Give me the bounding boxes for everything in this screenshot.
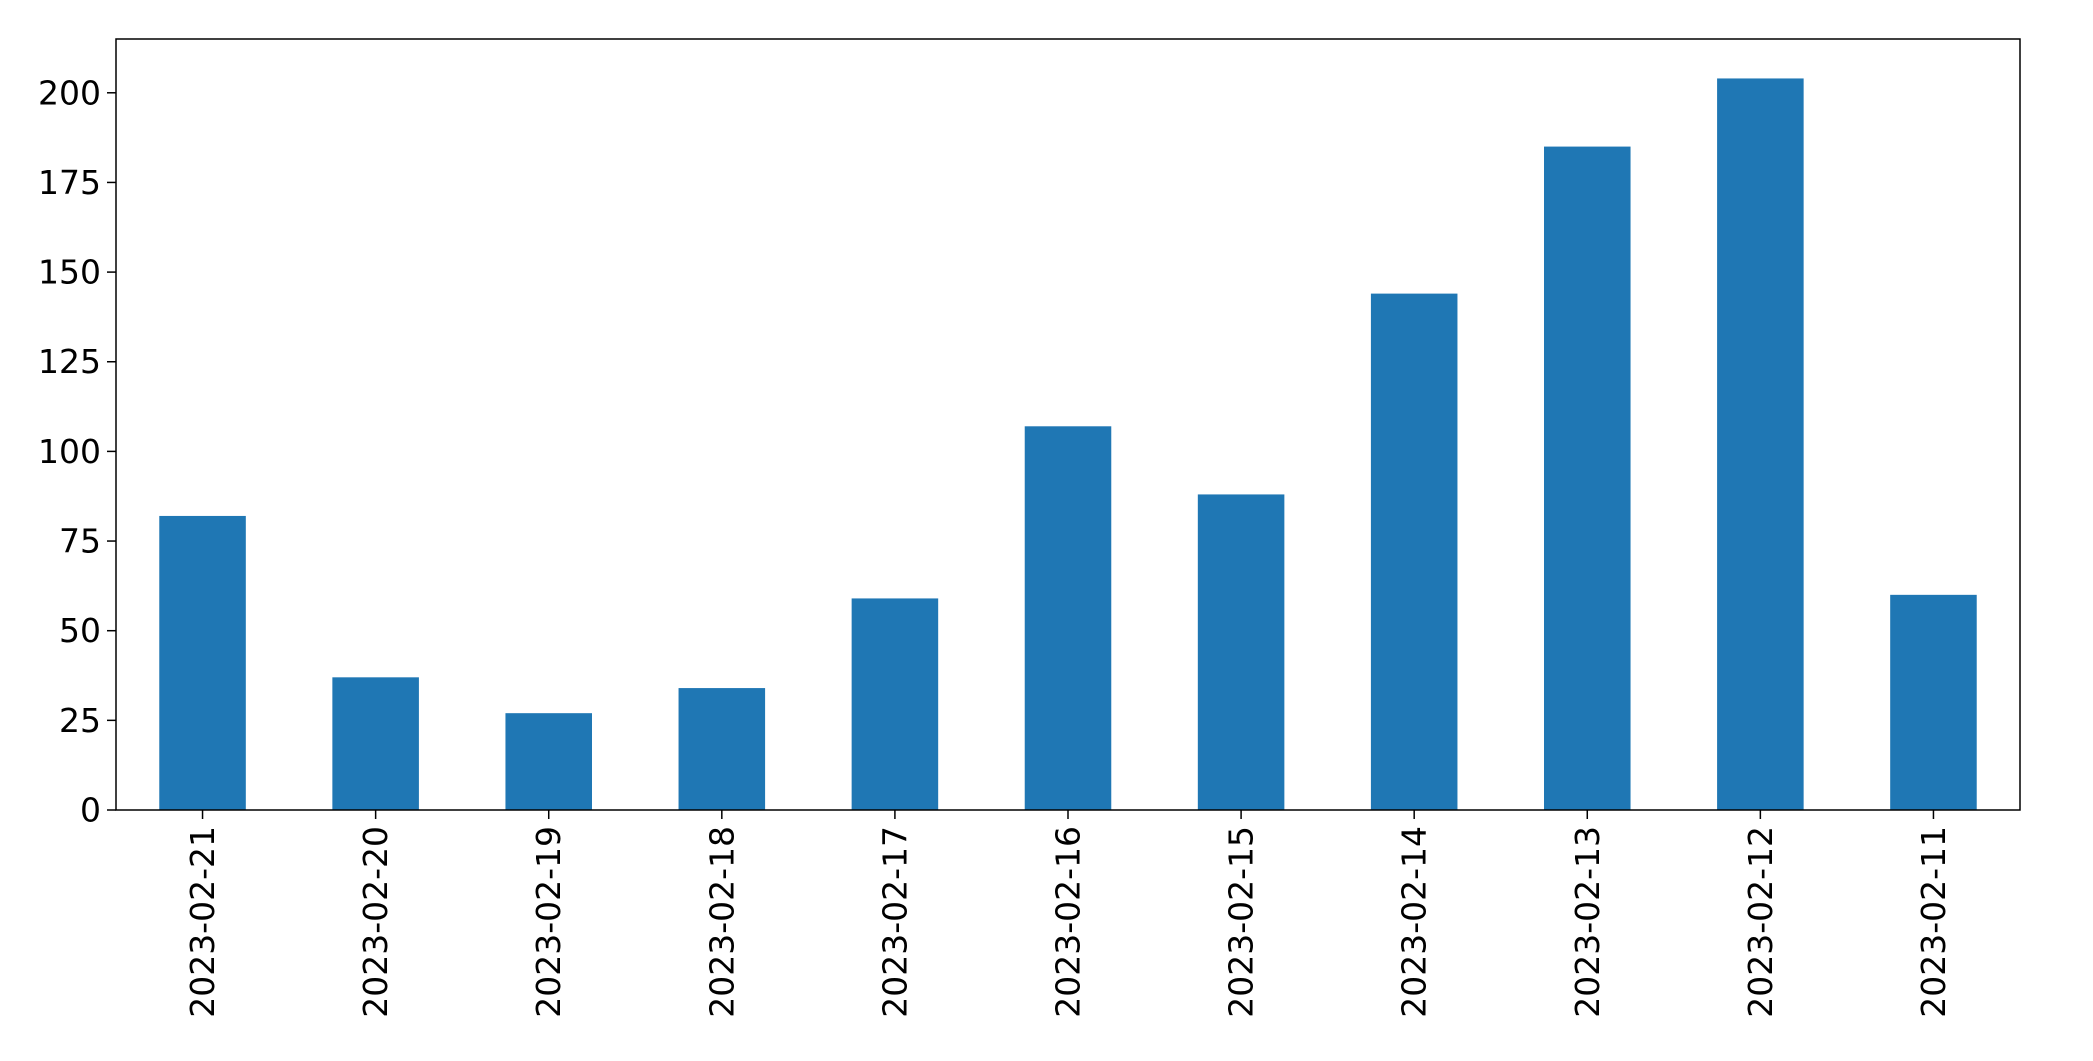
bars-layer: [159, 78, 1977, 810]
y-tick-label: 175: [38, 163, 101, 202]
bar-2023-02-18: [678, 688, 766, 810]
x-tick-label: 2023-02-15: [1222, 826, 1261, 1018]
x-tick-label: 2023-02-11: [1914, 826, 1953, 1018]
y-tick-label: 50: [59, 611, 101, 650]
x-tick-label: 2023-02-20: [356, 826, 395, 1018]
x-tick-label: 2023-02-18: [702, 826, 741, 1018]
x-tick-label: 2023-02-19: [529, 826, 568, 1018]
bar-2023-02-20: [332, 677, 419, 810]
bar-2023-02-11: [1890, 594, 1977, 810]
y-tick-label: 200: [38, 73, 101, 112]
x-tick-label: 2023-02-14: [1395, 826, 1434, 1018]
bar-2023-02-21: [159, 515, 246, 810]
y-tick-label: 75: [59, 522, 101, 561]
bar-2023-02-16: [1024, 426, 1112, 810]
x-tick-label: 2023-02-21: [183, 826, 222, 1018]
y-tick-label: 25: [59, 701, 101, 740]
y-tick-label: 100: [38, 432, 101, 471]
bar-2023-02-19: [505, 713, 592, 810]
bar-2023-02-17: [851, 598, 939, 810]
x-tick-label: 2023-02-13: [1568, 826, 1607, 1018]
bar-2023-02-15: [1197, 494, 1285, 810]
x-tick-label: 2023-02-17: [875, 826, 914, 1018]
x-tick-label: 2023-02-12: [1741, 826, 1780, 1018]
y-tick-label: 150: [38, 253, 101, 292]
bar-2023-02-13: [1544, 146, 1631, 810]
y-tick-label: 125: [38, 342, 101, 381]
bar-2023-02-12: [1717, 78, 1804, 810]
bar-2023-02-14: [1370, 293, 1458, 810]
x-tick-label: 2023-02-16: [1049, 826, 1088, 1018]
y-tick-label: 0: [80, 791, 101, 830]
ticks-layer: 0 25 50 75 100 125 150 175 200 2023-02-21 2023-02-…: [38, 73, 1953, 1017]
plot-area-frame: [115, 38, 2021, 811]
